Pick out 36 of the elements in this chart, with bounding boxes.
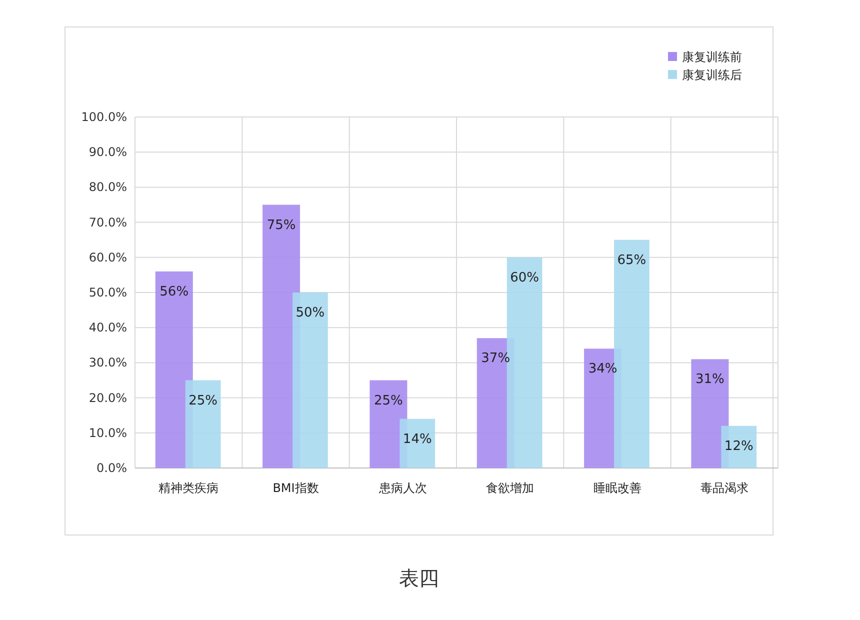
data-label: 60% [510, 270, 540, 286]
y-tick-label: 40.0% [88, 320, 127, 335]
y-tick-label: 10.0% [88, 426, 127, 440]
x-tick-label: 食欲增加 [486, 481, 534, 495]
data-label: 34% [588, 362, 618, 377]
x-tick-label: 精神类疾病 [158, 481, 219, 495]
data-label: 14% [402, 432, 432, 447]
text: 表四 [399, 566, 439, 590]
x-tick-label: 患病人次 [378, 481, 427, 495]
y-tick-label: 90.0% [88, 145, 127, 160]
y-tick-label: 50.0% [88, 286, 127, 300]
y-tick-label: 20.0% [88, 390, 127, 405]
data-label: 50% [296, 306, 325, 320]
y-tick-label: 30.0% [88, 356, 127, 370]
legend-label: 康复训练前 [682, 50, 742, 64]
data-label: 12% [724, 438, 754, 454]
data-label: 25% [188, 393, 218, 408]
data-label: 75% [266, 218, 296, 233]
bar [292, 292, 328, 468]
bar [721, 426, 757, 468]
y-tick-label: 100.0% [81, 110, 127, 124]
data-label: 31% [695, 372, 724, 388]
data-label: 56% [160, 284, 189, 300]
data-label: 25% [374, 393, 403, 408]
bar [185, 380, 221, 468]
y-tick-label: 80.0% [88, 180, 127, 194]
x-tick-label: BMI指数 [272, 481, 319, 495]
x-tick-label: 毒品渴求 [700, 481, 748, 495]
y-tick-label: 0.0% [96, 461, 127, 475]
data-label: 37% [481, 351, 510, 366]
bar [400, 418, 436, 468]
x-tick-label: 睡眠改善 [593, 481, 642, 495]
data-label: 65% [617, 252, 646, 268]
y-tick-label: 60.0% [88, 250, 127, 264]
y-tick-label: 70.0% [88, 215, 127, 230]
legend-label: 康复训练后 [682, 68, 742, 82]
